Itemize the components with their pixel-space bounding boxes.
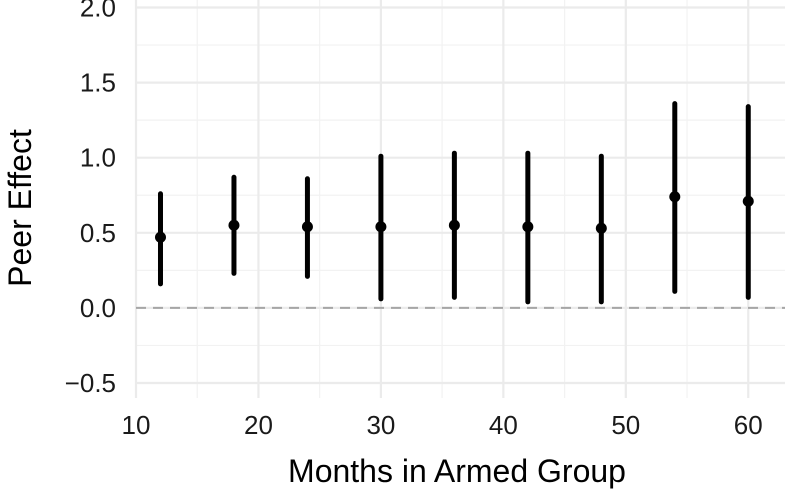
x-tick-label: 40: [489, 410, 518, 440]
data-point: [375, 221, 387, 233]
x-tick-label: 30: [366, 410, 395, 440]
y-tick-label: −0.5: [65, 368, 116, 398]
x-tick-label: 60: [734, 410, 763, 440]
y-tick-label: 1.5: [80, 68, 116, 98]
y-tick-label: 1.0: [80, 143, 116, 173]
data-point: [522, 221, 534, 233]
x-axis-title: Months in Armed Group: [288, 453, 626, 489]
data-point: [301, 221, 313, 233]
y-axis-tick-labels: −0.5 0.0 0.5 1.0 1.5 2.0: [65, 0, 116, 398]
data-point: [228, 219, 240, 231]
x-tick-label: 20: [244, 410, 273, 440]
x-tick-label: 50: [611, 410, 640, 440]
y-tick-label: 2.0: [80, 0, 116, 23]
x-axis-tick-labels: 10 20 30 40 50 60: [122, 410, 763, 440]
y-tick-label: 0.0: [80, 293, 116, 323]
data-points: [154, 191, 754, 243]
data-point: [595, 222, 607, 234]
data-point: [742, 195, 754, 207]
y-axis-title: Peer Effect: [2, 129, 38, 287]
data-point: [669, 191, 681, 203]
x-tick-label: 10: [122, 410, 151, 440]
data-point: [448, 219, 460, 231]
y-tick-label: 0.5: [80, 218, 116, 248]
data-point: [154, 231, 166, 243]
